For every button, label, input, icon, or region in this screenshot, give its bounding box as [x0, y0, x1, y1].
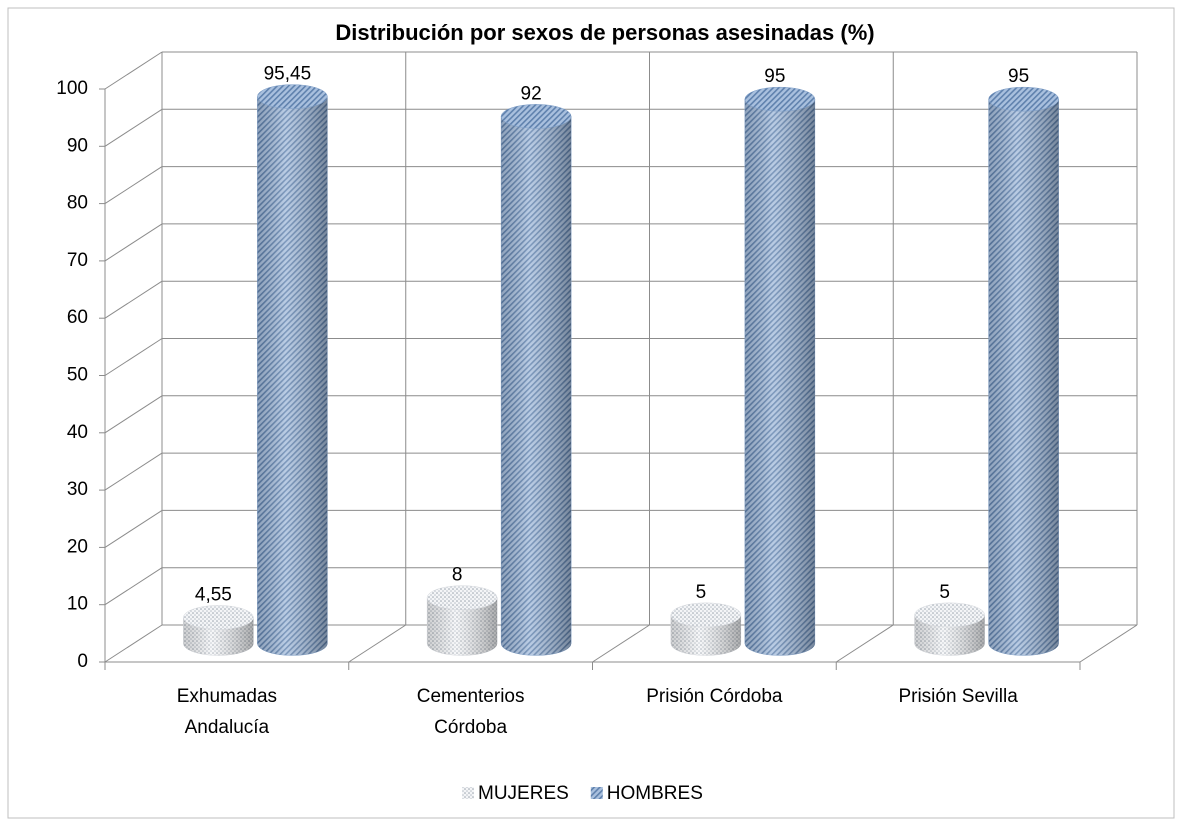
y-tick-label: 0	[77, 651, 88, 672]
legend-label: MUJERES	[478, 783, 569, 804]
grid-line	[104, 624, 163, 663]
y-tick-label: 70	[67, 250, 88, 271]
bar-top	[426, 585, 498, 610]
bar-top	[988, 86, 1059, 112]
grid-line	[104, 51, 163, 90]
bar-top	[670, 602, 742, 628]
bar-shade	[914, 614, 985, 656]
data-label: 5	[696, 582, 707, 603]
cylinder	[500, 104, 572, 656]
bar-shade	[257, 96, 328, 656]
cylinder	[988, 86, 1059, 656]
grid-line	[104, 223, 163, 262]
floor-divider	[835, 624, 894, 663]
x-tick-label: Prisión Sevilla	[898, 686, 1018, 707]
grid-line	[104, 280, 163, 319]
bar-shade	[183, 617, 254, 656]
bar-shade	[501, 116, 572, 656]
grid-line	[104, 509, 163, 548]
y-tick-label: 80	[67, 193, 88, 214]
y-tick-label: 50	[67, 365, 88, 386]
floor-divider	[348, 624, 407, 663]
data-label: 8	[452, 565, 463, 586]
x-tick-label: Exhumadas	[177, 686, 277, 707]
data-label: 95,45	[264, 64, 312, 85]
grid-line	[104, 567, 163, 606]
x-tick-label: Córdoba	[434, 717, 507, 738]
y-tick-label: 20	[67, 536, 88, 557]
data-label: 5	[939, 582, 950, 603]
bar-shade	[670, 614, 741, 656]
data-label: 92	[521, 83, 542, 104]
x-tick-label: Andalucía	[185, 717, 270, 738]
bar-top	[500, 104, 572, 129]
grid-line	[104, 338, 163, 376]
cylinder	[257, 84, 328, 656]
chart-title: Distribución por sexos de personas asesi…	[335, 20, 874, 45]
bar-shade	[988, 99, 1059, 656]
grid-line	[104, 166, 163, 205]
bar-top	[914, 602, 985, 628]
x-tick-label: Prisión Córdoba	[646, 686, 783, 707]
grid-line	[104, 452, 163, 491]
x-tick-label: Cementerios	[417, 686, 525, 707]
y-tick-label: 90	[67, 135, 88, 156]
cylinder	[183, 605, 254, 656]
floor-divider	[592, 624, 650, 663]
cylinder	[914, 602, 985, 656]
data-label: 95	[1008, 66, 1029, 87]
data-label: 95	[764, 66, 785, 87]
y-tick-label: 10	[67, 594, 88, 615]
y-tick-label: 100	[56, 78, 88, 99]
cylinder	[426, 585, 498, 656]
cylinder	[670, 602, 742, 656]
y-tick-label: 60	[67, 307, 88, 328]
bar-top	[744, 86, 816, 112]
legend-marker	[462, 787, 474, 799]
bar-top	[257, 84, 328, 109]
y-tick-label: 40	[67, 422, 88, 443]
floor-edge	[1079, 624, 1138, 663]
cylinder	[744, 86, 816, 656]
data-label: 4,55	[195, 584, 232, 605]
bar-shade	[744, 99, 815, 656]
bar-top	[183, 605, 254, 630]
y-tick-label: 30	[67, 479, 88, 500]
grid-line	[104, 395, 163, 434]
chart-border	[7, 7, 1175, 819]
legend-marker	[590, 787, 603, 799]
bar-shade	[427, 597, 498, 656]
legend-label: HOMBRES	[607, 783, 703, 804]
grid-line	[104, 108, 163, 147]
